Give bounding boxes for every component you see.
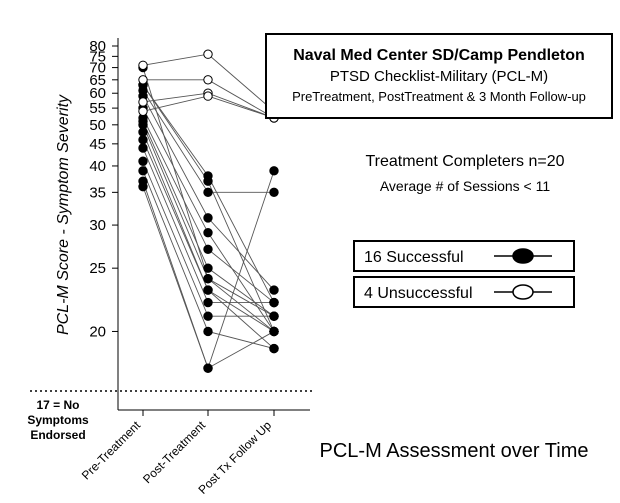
unsuccessful-point-19-1 xyxy=(138,97,148,107)
y-tick-label: 40 xyxy=(89,158,106,175)
unsuccessful-point-18-2 xyxy=(203,75,213,85)
reference-label-line3: Endorsed xyxy=(30,428,85,442)
legend-successful-label: 16 Successful xyxy=(364,249,464,266)
successful-point-13-1 xyxy=(138,156,148,166)
series-points xyxy=(138,49,279,373)
y-tick-label: 50 xyxy=(89,117,106,134)
y-tick-label: 65 xyxy=(89,72,106,89)
legend-unsuccessful: 4 Unsuccessful xyxy=(353,276,575,308)
successful-point-11-1 xyxy=(138,135,148,145)
chart-subtitle-2: PreTreatment, PostTreatment & 3 Month Fo… xyxy=(292,89,586,104)
successful-point-14-3 xyxy=(269,343,279,354)
successful-point-5-3 xyxy=(269,285,279,295)
unsuccessful-point-17-1 xyxy=(138,60,148,70)
successful-point-5-2 xyxy=(203,213,213,223)
successful-point-16-3 xyxy=(269,166,279,176)
unsuccessful-point-20-2 xyxy=(203,91,213,101)
series-line-14 xyxy=(142,170,275,350)
x-tick-label: Post-Treatment xyxy=(140,418,209,487)
successful-point-9-2 xyxy=(203,273,213,284)
y-tick-label: 60 xyxy=(89,85,106,102)
y-tick-label: 80 xyxy=(89,38,106,55)
title-box xyxy=(265,33,613,119)
successful-point-14-2 xyxy=(203,326,213,337)
chart-title: Naval Med Center SD/Camp Pendleton xyxy=(293,47,585,64)
successful-point-10-1 xyxy=(138,127,148,137)
successful-point-12-1 xyxy=(138,143,148,153)
y-tick-label: 20 xyxy=(89,323,106,340)
legend-unsuccessful-label: 4 Unsuccessful xyxy=(364,285,473,302)
successful-point-12-3 xyxy=(269,297,279,308)
successful-point-12-2 xyxy=(203,297,213,308)
unsuccessful-point-18-1 xyxy=(138,75,148,85)
completers-note: Treatment Completers n=20 xyxy=(365,153,564,170)
legend-successful: 16 Successful xyxy=(353,240,575,272)
successful-point-4-2 xyxy=(203,187,213,198)
y-tick-label: 35 xyxy=(89,184,106,201)
legend-unsuccessful-marker xyxy=(512,284,534,300)
successful-point-6-2 xyxy=(203,227,213,238)
unsuccessful-point-17-2 xyxy=(203,49,213,59)
successful-point-4-3 xyxy=(269,187,279,198)
successful-point-13-3 xyxy=(269,311,279,321)
successful-point-14-1 xyxy=(138,166,148,176)
sessions-note: Average # of Sessions < 11 xyxy=(380,178,551,194)
y-tick-label: 30 xyxy=(89,217,106,234)
series-lines xyxy=(142,53,275,370)
y-axis-label: PCL-M Score - Symptom Severity xyxy=(55,94,72,335)
y-tick-label: 25 xyxy=(89,260,106,277)
successful-point-11-2 xyxy=(203,285,213,295)
successful-point-16-2 xyxy=(203,363,213,373)
x-tick-label: Pre-Treatment xyxy=(79,418,144,483)
chart-subtitle: PTSD Checklist-Military (PCL-M) xyxy=(330,68,548,85)
y-tick-label: 70 xyxy=(89,60,106,77)
successful-point-3-2 xyxy=(203,176,213,186)
successful-point-13-2 xyxy=(203,311,213,321)
reference-label-line2: Symptoms xyxy=(27,413,89,427)
legend-successful-marker xyxy=(512,248,534,264)
successful-point-16-1 xyxy=(138,181,148,192)
x-tick-label: Post Tx Follow Up xyxy=(196,418,275,497)
successful-point-15-3 xyxy=(269,326,279,337)
y-tick-label: 45 xyxy=(89,136,106,153)
x-axis-label: PCL-M Assessment over Time xyxy=(320,440,589,462)
y-tick-label: 55 xyxy=(89,100,106,117)
y-tick-label: 75 xyxy=(89,48,106,65)
successful-point-8-2 xyxy=(203,263,213,273)
successful-point-7-2 xyxy=(203,244,213,254)
unsuccessful-point-20-1 xyxy=(138,106,148,116)
reference-label-line1: 17 = No xyxy=(36,398,79,412)
